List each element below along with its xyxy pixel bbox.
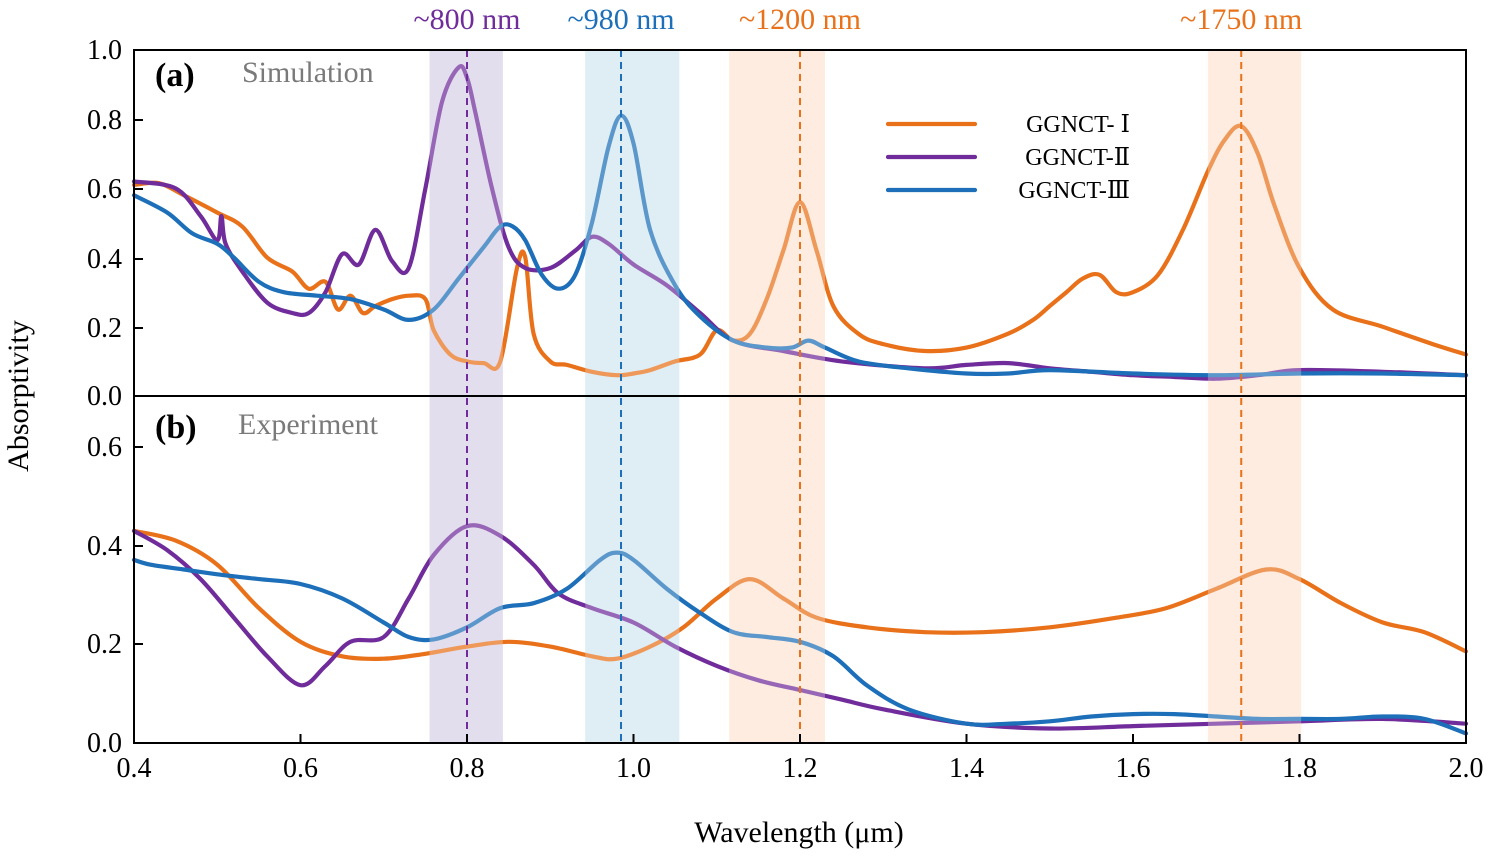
x-tick-label: 0.8 bbox=[450, 753, 485, 784]
x-axis-title: Wavelength (μm) bbox=[694, 816, 903, 849]
y-tick-label: 0.6 bbox=[87, 432, 122, 463]
band-label-2: ~1200 nm bbox=[739, 3, 861, 36]
y-tick-label: 0.6 bbox=[87, 174, 122, 205]
x-tick-label: 1.8 bbox=[1282, 753, 1317, 784]
y-tick-label: 0.2 bbox=[87, 313, 122, 344]
y-axis-title: Absorptivity bbox=[2, 320, 35, 472]
x-tick-label: 1.0 bbox=[616, 753, 651, 784]
axis-ticks: 0.0 0.2 0.4 0.6 0.8 1.0 0.0 0.2 0.4 0.6 0.4 0.6 0.8 1… bbox=[87, 35, 1484, 784]
panel-a-letter: (a) bbox=[155, 57, 195, 94]
band-label-1: ~980 nm bbox=[567, 3, 674, 36]
panel-b-series-line-3 bbox=[131, 550, 1469, 736]
x-tick-label: 0.6 bbox=[283, 753, 318, 784]
x-tick-label: 1.4 bbox=[949, 753, 984, 784]
band-label-0: ~800 nm bbox=[413, 3, 520, 36]
panel-a-series-line-1 bbox=[131, 123, 1469, 378]
y-tick-label: 0.4 bbox=[87, 244, 122, 275]
wavelength-band-labels: ~800 nm ~980 nm ~1200 nm ~1750 nm bbox=[413, 3, 1302, 743]
y-tick-label: 1.0 bbox=[87, 35, 122, 66]
y-tick-label: 0.0 bbox=[87, 381, 122, 412]
panel-b-name: Experiment bbox=[238, 408, 379, 441]
y-tick-label: 0.8 bbox=[87, 105, 122, 136]
x-tick-label: 1.6 bbox=[1116, 753, 1151, 784]
data-lines bbox=[131, 64, 1469, 736]
x-tick-label: 1.2 bbox=[783, 753, 818, 784]
y-tick-label: 0.4 bbox=[87, 531, 122, 562]
legend: GGNCT- Ⅰ GGNCT-Ⅱ GGNCT-Ⅲ bbox=[885, 112, 1130, 204]
panel-a-series-line-3 bbox=[131, 113, 1469, 378]
legend-label-2: GGNCT-Ⅱ bbox=[1025, 145, 1130, 171]
x-tick-label: 2.0 bbox=[1449, 753, 1484, 784]
legend-label-1: GGNCT- Ⅰ bbox=[1026, 112, 1130, 138]
panel-b-series-line-1 bbox=[131, 528, 1469, 662]
y-tick-label: 0.0 bbox=[87, 728, 122, 759]
x-tick-label: 0.4 bbox=[117, 753, 152, 784]
legend-label-3: GGNCT-Ⅲ bbox=[1018, 178, 1130, 204]
y-tick-label: 0.2 bbox=[87, 629, 122, 660]
panel-annotations: (a) Simulation (b) Experiment Wavelength… bbox=[2, 56, 904, 849]
panel-a-name: Simulation bbox=[242, 56, 374, 89]
panel-b-letter: (b) bbox=[155, 409, 197, 446]
band-label-3: ~1750 nm bbox=[1180, 3, 1302, 36]
panel-b-series-line-2 bbox=[131, 523, 1469, 731]
